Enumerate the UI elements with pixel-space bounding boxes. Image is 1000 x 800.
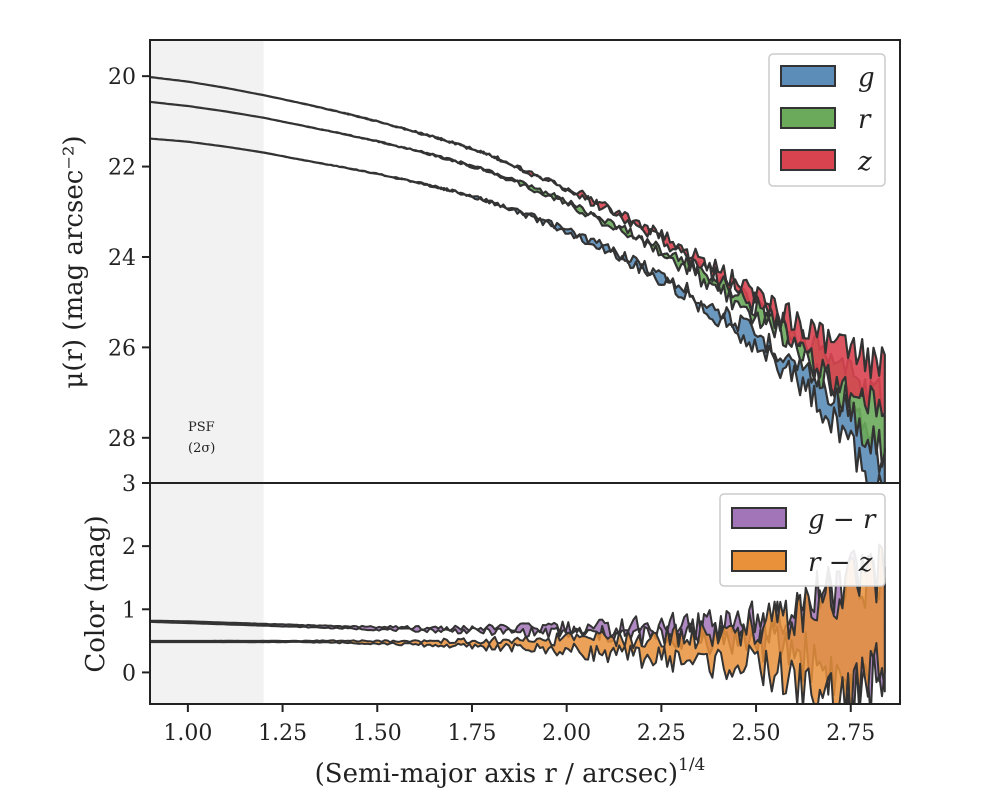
- surface-brightness-series: [150, 76, 886, 483]
- legend-swatch-g: [780, 65, 836, 87]
- legend-label-r-minus-z: r − z: [808, 548, 873, 578]
- legend-swatch-r-minus-z: [731, 550, 787, 572]
- top-y-tick-label: 3: [122, 472, 136, 497]
- legend-swatch-r: [780, 107, 836, 129]
- top-y-tick-label: 22: [108, 156, 136, 181]
- x-tick-label: 2.25: [637, 721, 686, 746]
- top-y-axis-label: μ(r) (mag arcsec⁻²): [59, 135, 89, 388]
- x-axis-label: (Semi-major axis r / arcsec)1/4: [315, 755, 706, 789]
- legend-label-g-minus-r: g − r: [808, 505, 877, 535]
- top-y-axis-ticks: 20 22 24 26 28 3: [108, 65, 150, 497]
- top-y-tick-label: 26: [108, 336, 136, 361]
- band-z: [150, 76, 886, 418]
- bottom-y-axis-label: Color (mag): [81, 515, 111, 672]
- legend-label-g: g: [858, 63, 875, 93]
- bottom-y-tick-label: 1: [122, 598, 136, 623]
- x-tick-label: 2.75: [826, 721, 875, 746]
- x-axis-ticks: 1.00 1.25 1.50 1.75 2.00 2.25 2.50 2.75: [163, 704, 875, 746]
- bottom-legend: g − r r − z: [719, 493, 886, 587]
- x-tick-label: 1.75: [447, 721, 496, 746]
- psf-region-bottom: [150, 483, 264, 704]
- bottom-panel-frame: [149, 482, 901, 705]
- legend-label-z: z: [857, 147, 872, 177]
- legend-swatch-z: [780, 149, 836, 171]
- bottom-y-tick-label: 2: [122, 535, 136, 560]
- bottom-y-tick-label: 0: [122, 661, 136, 686]
- x-tick-label: 1.25: [258, 721, 307, 746]
- x-axis-label-exponent: 1/4: [678, 755, 705, 775]
- legend-label-r: r: [858, 105, 872, 135]
- top-y-tick-label: 20: [108, 65, 136, 90]
- psf-label: PSF: [188, 420, 215, 435]
- band-g: [150, 137, 886, 483]
- x-tick-label: 1.00: [163, 721, 212, 746]
- bottom-y-axis-ticks: 0 1 2: [122, 535, 150, 686]
- top-y-tick-label: 28: [108, 427, 136, 452]
- x-tick-label: 2.00: [542, 721, 591, 746]
- x-axis-label-text: (Semi-major axis r / arcsec): [315, 759, 678, 789]
- legend-swatch-g-minus-r: [731, 507, 787, 529]
- x-tick-label: 1.50: [353, 721, 402, 746]
- top-y-tick-label: 24: [108, 246, 136, 271]
- psf-sigma-label: (2σ): [188, 441, 215, 456]
- psf-region-top: [150, 40, 264, 483]
- band-r: [150, 100, 886, 468]
- top-legend: g r z: [768, 53, 886, 187]
- x-tick-label: 2.50: [732, 721, 781, 746]
